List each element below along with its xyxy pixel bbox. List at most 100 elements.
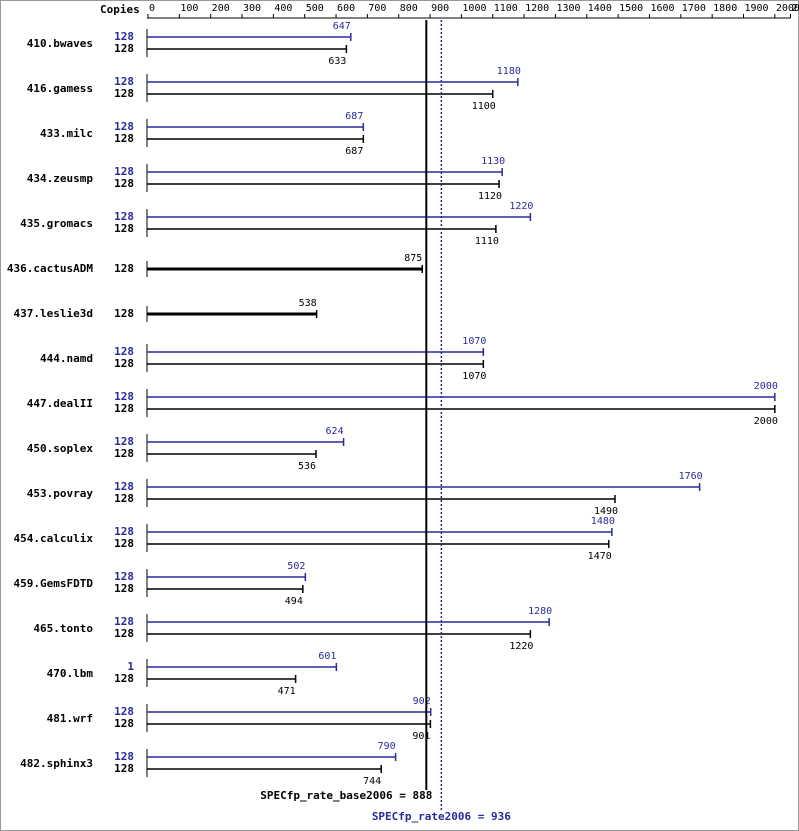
- x-tick-label: 2050: [792, 3, 799, 14]
- copies-label: 128: [114, 447, 134, 460]
- x-tick-label: 900: [431, 3, 449, 14]
- x-tick-label: 1800: [713, 3, 737, 14]
- benchmark-label: 435.gromacs: [20, 217, 93, 230]
- x-tick-label: 1600: [650, 3, 674, 14]
- value-label: 1220: [509, 641, 533, 652]
- copies-label: 128: [114, 480, 134, 493]
- value-label: 1070: [462, 336, 486, 347]
- value-label: 1220: [509, 201, 533, 212]
- value-label: 538: [299, 298, 317, 309]
- value-label: 494: [285, 596, 303, 607]
- benchmark-label: 433.milc: [40, 127, 93, 140]
- x-tick-label: 400: [274, 3, 292, 14]
- value-label: 1110: [475, 236, 499, 247]
- copies-label: 1: [127, 660, 134, 673]
- value-label: 901: [412, 731, 430, 742]
- value-label: 875: [404, 253, 422, 264]
- copies-label: 128: [114, 177, 134, 190]
- copies-label: 128: [114, 762, 134, 775]
- benchmark-label: 444.namd: [40, 352, 93, 365]
- x-tick-label: 800: [400, 3, 418, 14]
- benchmark-label: 436.cactusADM: [7, 262, 93, 275]
- copies-label: 128: [114, 345, 134, 358]
- value-label: 471: [278, 686, 296, 697]
- x-tick-label: 200: [212, 3, 230, 14]
- x-tick-label: 2000: [776, 3, 799, 14]
- copies-label: 128: [114, 435, 134, 448]
- copies-label: 128: [114, 537, 134, 550]
- x-tick-label: 1500: [619, 3, 643, 14]
- value-label: 744: [363, 776, 381, 787]
- copies-label: 128: [114, 120, 134, 133]
- copies-label: 128: [114, 390, 134, 403]
- value-label: 1470: [588, 551, 612, 562]
- x-tick-label: 1900: [744, 3, 768, 14]
- base-mean-label: SPECfp_rate_base2006 = 888: [260, 789, 432, 802]
- copies-label: 128: [114, 132, 134, 145]
- benchmark-label: 470.lbm: [47, 667, 94, 680]
- copies-label: 128: [114, 210, 134, 223]
- benchmark-label: 434.zeusmp: [27, 172, 94, 185]
- value-label: 902: [413, 696, 431, 707]
- benchmark-label: 482.sphinx3: [20, 757, 93, 770]
- copies-label: 128: [114, 705, 134, 718]
- value-label: 2000: [754, 381, 778, 392]
- copies-label: 128: [114, 525, 134, 538]
- copies-label: 128: [114, 75, 134, 88]
- benchmark-label: 465.tonto: [33, 622, 93, 635]
- copies-label: 128: [114, 165, 134, 178]
- value-label: 1120: [478, 191, 502, 202]
- copies-label: 128: [114, 615, 134, 628]
- copies-label: 128: [114, 307, 134, 320]
- x-tick-label: 1300: [556, 3, 580, 14]
- benchmark-label: 459.GemsFDTD: [14, 577, 94, 590]
- value-label: 601: [318, 651, 336, 662]
- value-label: 1100: [472, 101, 496, 112]
- copies-label: 128: [114, 30, 134, 43]
- copies-label: 128: [114, 570, 134, 583]
- copies-label: 128: [114, 402, 134, 415]
- benchmark-label: 454.calculix: [14, 532, 94, 545]
- copies-label: 128: [114, 42, 134, 55]
- x-tick-label: 1100: [494, 3, 518, 14]
- x-tick-label: 0: [149, 3, 155, 14]
- x-tick-label: 1200: [525, 3, 549, 14]
- copies-label: 128: [114, 750, 134, 763]
- peak-mean-label: SPECfp_rate2006 = 936: [372, 810, 511, 823]
- value-label: 2000: [754, 416, 778, 427]
- copies-label: 128: [114, 87, 134, 100]
- value-label: 502: [287, 561, 305, 572]
- copies-label: 128: [114, 582, 134, 595]
- value-label: 647: [333, 21, 351, 32]
- value-label: 536: [298, 461, 316, 472]
- x-tick-label: 1700: [682, 3, 706, 14]
- copies-label: 128: [114, 627, 134, 640]
- x-tick-label: 500: [306, 3, 324, 14]
- value-label: 1490: [594, 506, 618, 517]
- x-tick-label: 1000: [462, 3, 486, 14]
- value-label: 1130: [481, 156, 505, 167]
- value-label: 633: [328, 56, 346, 67]
- benchmark-label: 437.leslie3d: [14, 307, 93, 320]
- copies-label: 128: [114, 222, 134, 235]
- copies-label: 128: [114, 357, 134, 370]
- benchmark-label: 481.wrf: [47, 712, 93, 725]
- x-tick-label: 1400: [588, 3, 612, 14]
- value-label: 1070: [462, 371, 486, 382]
- benchmark-label: 450.soplex: [27, 442, 94, 455]
- value-label: 1760: [679, 471, 703, 482]
- benchmark-label: 416.gamess: [27, 82, 93, 95]
- value-label: 687: [345, 146, 363, 157]
- value-label: 790: [378, 741, 396, 752]
- value-label: 1180: [497, 66, 521, 77]
- benchmark-label: 447.dealII: [27, 397, 93, 410]
- x-tick-label: 100: [180, 3, 198, 14]
- value-label: 687: [345, 111, 363, 122]
- copies-label: 128: [114, 492, 134, 505]
- value-label: 624: [326, 426, 344, 437]
- copies-label: 128: [114, 262, 134, 275]
- copies-header: Copies: [100, 3, 140, 16]
- copies-label: 128: [114, 717, 134, 730]
- x-tick-label: 600: [337, 3, 355, 14]
